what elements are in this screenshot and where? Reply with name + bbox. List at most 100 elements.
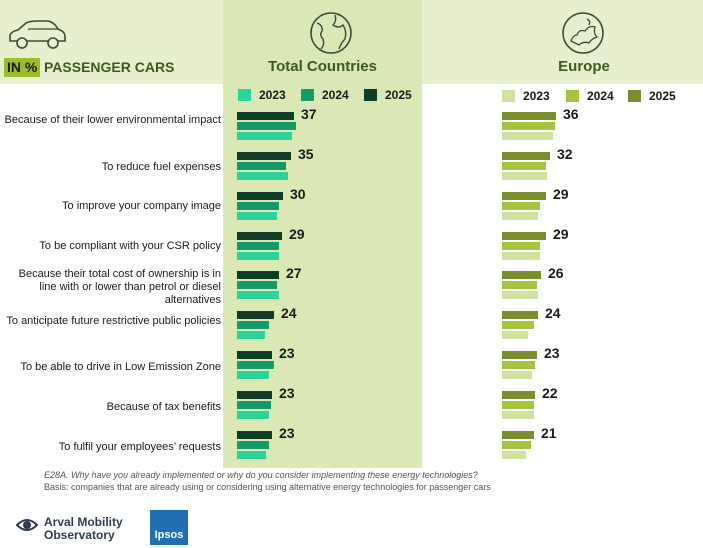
europe-bar-2025 [502,431,534,439]
total-bar-2025 [237,232,282,240]
car-icon [9,20,66,49]
total-bar-2024 [237,202,279,210]
legend-label: 2023 [523,89,550,103]
arval-logo-text: Arval Mobility Observatory [44,516,123,542]
total-bar-2025 [237,311,274,319]
europe-value-label: 26 [548,265,564,281]
basis-footnote: Basis: companies that are already using … [44,482,491,492]
europe-map-icon [562,12,604,54]
europe-bar-2025 [502,351,537,359]
total-bar-2025 [237,271,279,279]
legend-swatch [364,89,377,101]
total-bar-2025 [237,112,294,120]
europe-bar-2024 [502,281,537,289]
legend-label: 2023 [259,88,286,102]
total-bar-2024 [237,321,269,329]
total-value-label: 30 [290,186,306,202]
europe-bar-2023 [502,451,526,459]
total-bar-2024 [237,242,279,250]
europe-bar-2024 [502,162,546,170]
europe-bar-2025 [502,192,546,200]
total-value-label: 23 [279,345,295,361]
legend-label: 2025 [649,89,676,103]
total-bar-2025 [237,152,291,160]
ipsos-logo: Ipsos [150,510,188,545]
legend-swatch [502,90,515,102]
category-label: To anticipate future restrictive public … [6,315,221,327]
arval-line1: Arval Mobility [44,515,123,529]
legend-label: 2025 [385,88,412,102]
total-value-label: 27 [286,265,302,281]
total-value-label: 23 [279,385,295,401]
total-value-label: 24 [281,305,297,321]
europe-bar-2024 [502,321,534,329]
unit-badge: IN % [4,58,41,77]
globe-icon [310,12,352,54]
europe-bar-2025 [502,311,538,319]
category-label: To be compliant with your CSR policy [39,240,221,252]
europe-bar-2025 [502,112,556,120]
total-bar-2025 [237,192,283,200]
total-bar-2023 [237,451,266,459]
europe-value-label: 22 [542,385,558,401]
europe-value-label: 23 [544,345,560,361]
total-value-label: 29 [289,226,305,242]
total-bar-2024 [237,122,296,130]
total-bar-2023 [237,132,292,140]
total-bar-2023 [237,291,279,299]
europe-bar-2023 [502,252,540,260]
europe-bar-2025 [502,232,546,240]
total-value-label: 37 [301,106,317,122]
total-bar-2023 [237,411,269,419]
category-label: To reduce fuel expenses [101,161,221,173]
legend-swatch [301,89,314,101]
total-bar-2023 [237,252,279,260]
segment-title: PASSENGER CARS [44,59,175,75]
legend-europe-2023: 2023 [502,89,550,103]
europe-bar-2023 [502,411,534,419]
europe-value-label: 21 [541,425,557,441]
europe-bar-2023 [502,291,538,299]
total-bar-2024 [237,361,274,369]
europe-bar-2024 [502,441,531,449]
europe-bar-2025 [502,391,535,399]
question-footnote: E28A. Why have you already implemented o… [44,470,478,480]
europe-bar-2024 [502,122,555,130]
total-value-label: 35 [298,146,314,162]
total-column-title: Total Countries [268,58,377,75]
total-bar-2023 [237,212,277,220]
legend-label: 2024 [322,88,349,102]
total-bar-2023 [237,172,288,180]
arval-line2: Observatory [44,528,115,542]
legend-europe-2025: 2025 [628,89,676,103]
europe-bar-2023 [502,132,553,140]
category-label: To be able to drive in Low Emission Zone [20,361,221,373]
europe-value-label: 29 [553,186,569,202]
total-bar-2024 [237,441,269,449]
europe-bar-2024 [502,242,540,250]
total-bar-2023 [237,331,265,339]
total-bar-2025 [237,391,272,399]
europe-column-title: Europe [558,58,610,75]
europe-bar-2023 [502,331,528,339]
legend-total-2023: 2023 [238,88,286,102]
category-label: Because their total cost of ownership is… [18,268,221,306]
legend-swatch [238,89,251,101]
europe-bar-2023 [502,371,532,379]
total-bar-2024 [237,401,271,409]
arval-logo-icon [16,519,38,531]
total-bar-2025 [237,431,272,439]
category-label: Because of their lower environmental imp… [4,114,221,126]
legend-swatch [566,90,579,102]
europe-bar-2023 [502,212,538,220]
legend-swatch [628,90,641,102]
total-bar-2024 [237,162,286,170]
europe-value-label: 36 [563,106,579,122]
europe-bar-2025 [502,271,541,279]
total-bar-2023 [237,371,269,379]
legend-total-2025: 2025 [364,88,412,102]
total-bar-2024 [237,281,277,289]
europe-bar-2024 [502,361,535,369]
europe-bar-2025 [502,152,550,160]
